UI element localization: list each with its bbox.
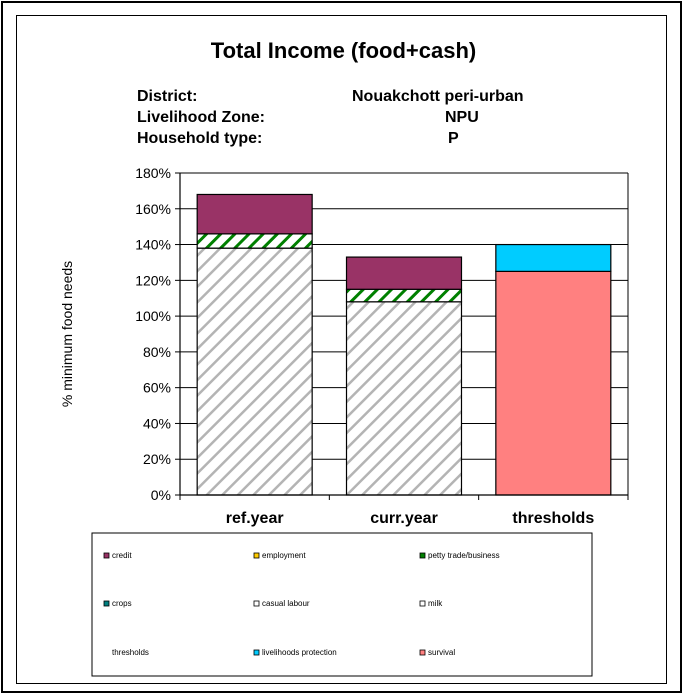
x-tick-label: ref.year (226, 510, 284, 527)
bar-segment (196, 233, 313, 249)
y-tick-label: 120% (135, 272, 171, 288)
legend-swatch (419, 600, 426, 607)
household-type-label: Household type: (137, 130, 263, 147)
bar-segment (345, 301, 463, 496)
x-tick-label: thresholds (512, 510, 594, 527)
bar-segment (345, 288, 463, 303)
legend-swatch (103, 552, 110, 559)
legend-label: employment (262, 551, 306, 560)
bar-segment (345, 256, 463, 290)
bar-segment (196, 193, 313, 235)
legend-label: petty trade/business (428, 551, 500, 560)
legend-swatch (419, 649, 426, 656)
legend-swatch (419, 552, 426, 559)
household-type-value: P (448, 130, 459, 147)
bar-segment (196, 247, 313, 496)
chart-area-border (16, 15, 667, 684)
y-tick-label: 20% (143, 451, 171, 467)
legend-label: survival (428, 648, 455, 657)
legend-label: milk (428, 599, 443, 608)
livelihood-zone-value: NPU (445, 109, 479, 126)
x-tick-label: curr.year (370, 510, 438, 527)
y-tick-label: 0% (151, 487, 171, 503)
legend-swatch (253, 600, 260, 607)
legend-label: thresholds (112, 648, 149, 657)
y-tick-label: 80% (143, 344, 171, 360)
y-tick-label: 40% (143, 415, 171, 431)
legend-swatch (253, 649, 260, 656)
district-value: Nouakchott peri-urban (352, 88, 524, 105)
district-label: District: (137, 88, 198, 105)
y-tick-label: 160% (135, 201, 171, 217)
legend-label: credit (112, 551, 132, 560)
legend-label: casual labour (262, 599, 310, 608)
y-tick-label: 180% (135, 165, 171, 181)
y-tick-label: 60% (143, 380, 171, 396)
legend-box (91, 532, 593, 677)
legend-swatch (103, 600, 110, 607)
y-tick-label: 140% (135, 237, 171, 253)
y-tick-label: 100% (135, 308, 171, 324)
bar-segment (495, 243, 612, 272)
chart-title: Total Income (food+cash) (210, 38, 477, 63)
y-axis-label: % minimum food needs (59, 261, 75, 407)
livelihood-zone-label: Livelihood Zone: (137, 109, 265, 126)
legend-label: crops (112, 599, 132, 608)
legend-swatch (253, 552, 260, 559)
bar-segment (495, 270, 612, 496)
legend-label: livelihoods protection (262, 648, 337, 657)
